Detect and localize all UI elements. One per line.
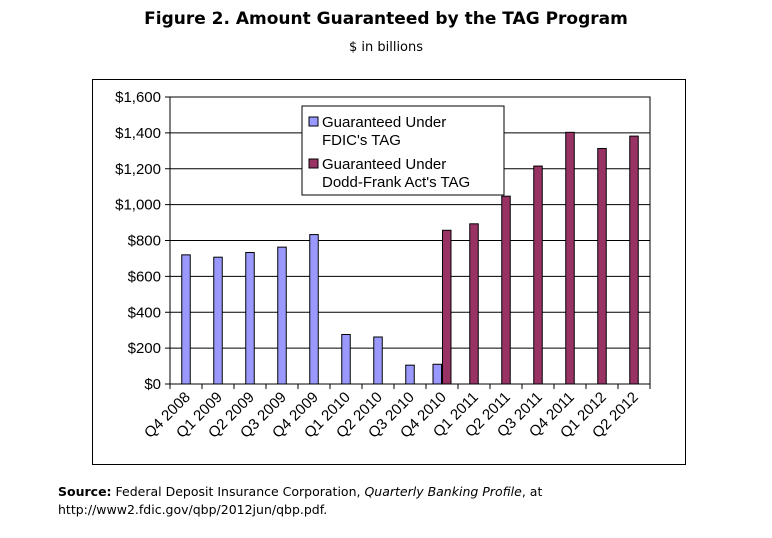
chart-subtitle: $ in billions bbox=[348, 40, 424, 55]
bar bbox=[597, 147, 607, 385]
y-tick-label: $600 bbox=[128, 268, 161, 285]
source-note: Source: Federal Deposit Insurance Corpor… bbox=[58, 483, 758, 519]
bar bbox=[629, 135, 639, 385]
y-tick-label: $1,400 bbox=[115, 125, 161, 142]
legend-label: Dodd-Frank Act's TAG bbox=[322, 174, 470, 191]
y-tick-label: $1,600 bbox=[115, 89, 161, 106]
chart-title: Figure 2. Amount Guaranteed by the TAG P… bbox=[144, 9, 628, 29]
bar-chart: $0 $200 $400 $600 $800 $1,000 $1,200 $1,400 $1,6… bbox=[92, 79, 686, 465]
bar bbox=[245, 252, 255, 385]
bar bbox=[442, 229, 452, 385]
bar bbox=[565, 131, 575, 385]
y-tick-label: $1,000 bbox=[115, 197, 161, 214]
y-tick-label: $0 bbox=[144, 376, 161, 393]
bar bbox=[533, 165, 543, 385]
bar bbox=[277, 246, 287, 385]
legend-swatch bbox=[308, 158, 319, 169]
y-tick-label: $200 bbox=[128, 340, 161, 357]
bar bbox=[373, 336, 383, 385]
legend-box bbox=[301, 105, 505, 196]
bar bbox=[405, 364, 415, 385]
source-label: Source: bbox=[58, 484, 112, 499]
legend-label: Guaranteed Under bbox=[322, 156, 446, 173]
bar bbox=[341, 333, 351, 385]
source-text-before: Federal Deposit Insurance Corporation, bbox=[111, 484, 365, 499]
legend-swatch bbox=[308, 116, 319, 127]
bar bbox=[501, 195, 511, 385]
legend-label: Guaranteed Under bbox=[322, 114, 446, 131]
legend-label: FDIC's TAG bbox=[322, 132, 401, 149]
y-tick-label: $400 bbox=[128, 304, 161, 321]
bar bbox=[469, 223, 479, 385]
source-text-after: , at http://www2.fdic.gov/qbp/2012jun/qb… bbox=[58, 484, 543, 517]
bar bbox=[432, 363, 442, 385]
y-tick-label: $1,200 bbox=[115, 161, 161, 178]
y-tick-label: $800 bbox=[128, 233, 161, 250]
bar bbox=[181, 254, 191, 385]
bar bbox=[213, 256, 223, 385]
source-publication: Quarterly Banking Profile bbox=[364, 484, 522, 499]
bar bbox=[309, 234, 319, 385]
